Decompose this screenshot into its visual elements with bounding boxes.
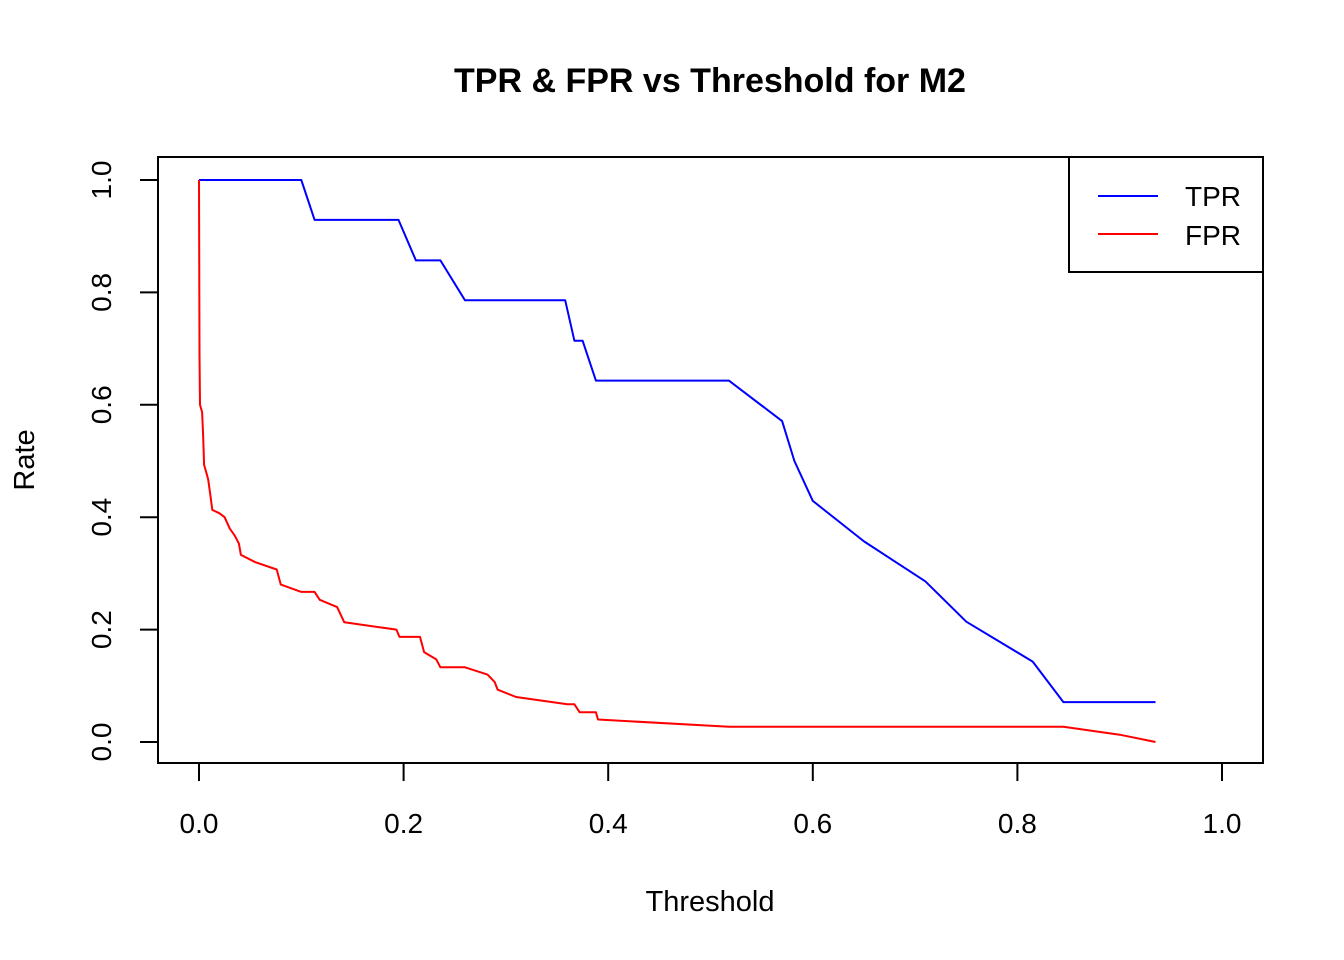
x-tick-label: 0.0 [180, 808, 219, 839]
x-tick-label: 0.2 [384, 808, 423, 839]
y-tick-label: 0.6 [86, 385, 117, 424]
x-axis-label: Threshold [646, 886, 775, 918]
y-tick-label: 0.0 [86, 723, 117, 762]
chart-title: TPR & FPR vs Threshold for M2 [454, 62, 966, 100]
y-tick-label: 0.8 [86, 273, 117, 312]
y-tick-label: 1.0 [86, 161, 117, 200]
legend: TPR FPR [1068, 156, 1264, 273]
y-tick-label: 0.2 [86, 610, 117, 649]
y-axis-label: Rate [9, 429, 41, 490]
x-axis: 0.0 0.2 0.4 0.6 0.8 1.0 [180, 762, 1242, 839]
series-layer [198, 179, 1156, 743]
series-line-fpr [198, 179, 1156, 743]
series-line-tpr [199, 179, 1156, 704]
x-tick-label: 0.4 [589, 808, 628, 839]
y-tick-label: 0.4 [86, 498, 117, 537]
legend-label-tpr: TPR [1185, 181, 1241, 212]
legend-box [1068, 156, 1264, 273]
x-tick-label: 0.8 [998, 808, 1037, 839]
x-tick-label: 0.6 [793, 808, 832, 839]
legend-label-fpr: FPR [1185, 220, 1241, 251]
x-tick-label: 1.0 [1203, 808, 1242, 839]
y-axis: 0.0 0.2 0.4 0.6 0.8 1.0 [86, 161, 159, 762]
